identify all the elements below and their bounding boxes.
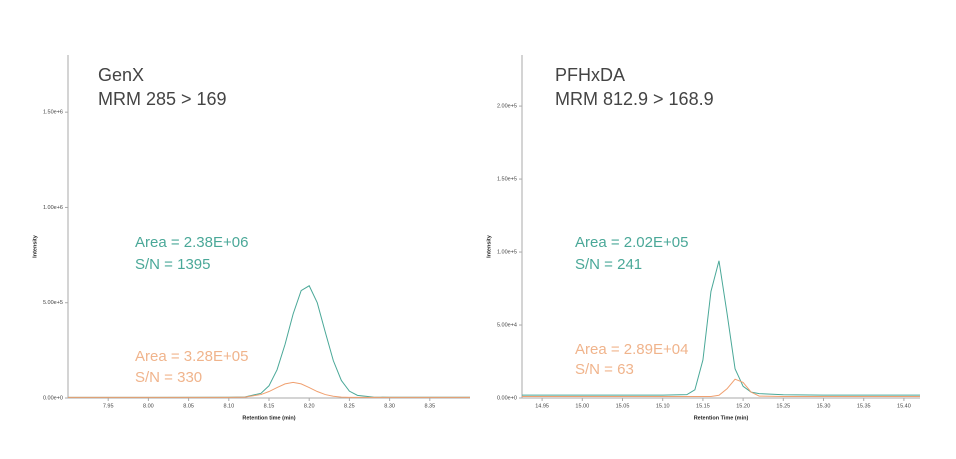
x-tick-label: 15.05	[616, 403, 630, 409]
x-tick-label: 8.35	[424, 403, 435, 409]
annotation: S/N = 330	[135, 369, 202, 386]
x-tick-label: 8.15	[264, 403, 275, 409]
chart-subtitle: MRM 285 > 169	[98, 89, 227, 109]
y-tick-label: 5.00e+5	[43, 300, 63, 306]
annotation: S/N = 241	[575, 256, 642, 273]
series-line	[68, 381, 470, 398]
x-tick-label: 15.30	[817, 403, 831, 409]
chart-title: GenX	[98, 65, 144, 85]
x-tick-label: 7.95	[103, 403, 114, 409]
x-tick-label: 8.20	[304, 403, 315, 409]
x-tick-label: 14.95	[535, 403, 549, 409]
y-tick-label: 5.00e+4	[497, 322, 517, 328]
y-tick-label: 1.50e+5	[497, 177, 517, 183]
chart-subtitle: MRM 812.9 > 168.9	[555, 89, 714, 109]
series-line	[522, 260, 920, 396]
x-tick-label: 8.10	[223, 403, 234, 409]
y-tick-label: 0.00e+0	[43, 395, 63, 401]
annotation: Area = 2.02E+05	[575, 234, 688, 251]
y-tick-label: 1.00e+5	[497, 249, 517, 255]
x-axis-title: Retention time (min)	[242, 415, 295, 421]
x-tick-label: 8.05	[183, 403, 194, 409]
y-tick-label: 1.00e+6	[43, 205, 63, 211]
y-axis-title: Intensity	[32, 234, 38, 258]
y-tick-label: 1.50e+6	[43, 110, 63, 116]
series-line	[522, 378, 920, 398]
annotation: S/N = 1395	[135, 256, 210, 273]
x-tick-label: 15.20	[736, 403, 750, 409]
x-tick-label: 8.00	[143, 403, 154, 409]
annotation: Area = 2.38E+06	[135, 234, 248, 251]
x-tick-label: 15.25	[776, 403, 790, 409]
annotation: S/N = 63	[575, 361, 634, 378]
x-axis-title: Retention Time (min)	[694, 415, 749, 421]
y-tick-label: 2.00e+5	[497, 104, 517, 110]
x-tick-label: 15.40	[897, 403, 911, 409]
x-tick-label: 8.25	[344, 403, 355, 409]
x-tick-label: 8.30	[384, 403, 395, 409]
x-tick-label: 15.15	[696, 403, 710, 409]
y-tick-label: 0.00e+0	[497, 395, 517, 401]
x-tick-label: 15.35	[857, 403, 871, 409]
annotation: Area = 3.28E+05	[135, 348, 248, 365]
annotation: Area = 2.89E+04	[575, 341, 688, 358]
chart-title: PFHxDA	[555, 65, 625, 85]
y-axis-title: Intensity	[486, 234, 492, 258]
x-tick-label: 15.10	[656, 403, 670, 409]
x-tick-label: 15.00	[575, 403, 589, 409]
